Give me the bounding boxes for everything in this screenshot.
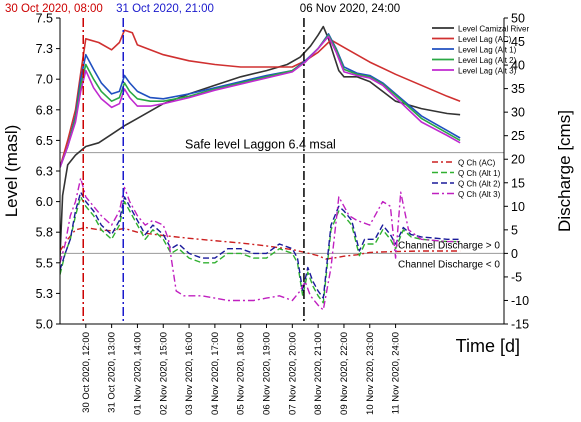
reference-lines-layer (60, 152, 504, 254)
series-line-2 (60, 33, 461, 168)
right-tick-label-10: 35 (511, 82, 525, 96)
legend-discharge-label-3: Q Ch (Alt 3) (458, 190, 501, 199)
right-tick-label-4: 5 (511, 223, 518, 237)
x-tick-label-7: 06 Nov 2020, 19:00 (262, 332, 273, 415)
x-axis-title: Time [d] (456, 336, 520, 356)
x-tick-label-5: 04 Nov 2020, 17:00 (210, 332, 221, 415)
right-tick-label-13: 50 (511, 12, 525, 26)
left-tick-label-9: 7.3 (36, 42, 53, 56)
series-line-0 (60, 25, 461, 257)
x-tick-label-12: 11 Nov 2020, 24:00 (391, 332, 402, 414)
legend-level-label-2: Level Lag (Alt 1) (458, 45, 517, 54)
safe-level-label: Safe level Laggon 6.4 msal (185, 138, 336, 152)
legend-level-label-3: Level Lag (Alt 2) (458, 56, 517, 65)
legend-discharge-label-1: Q Ch (Alt 1) (458, 169, 501, 178)
legend-discharge-label-2: Q Ch (Alt 2) (458, 179, 501, 188)
right-tick-label-3: 0 (511, 247, 518, 261)
right-tick-label-8: 25 (511, 129, 525, 143)
right-tick-label-0: -15 (511, 318, 529, 332)
right-tick-label-2: -5 (511, 270, 522, 284)
right-tick-label-5: 10 (511, 200, 525, 214)
discharge-positive-label: Channel Discharge > 0 (398, 240, 500, 251)
left-tick-label-6: 6.5 (36, 134, 53, 148)
series-line-5 (60, 226, 461, 260)
x-tick-label-3: 02 Nov 2020, 15:00 (158, 332, 169, 415)
right-tick-label-9: 30 (511, 106, 525, 120)
series-line-4 (60, 35, 461, 168)
series-layer (60, 25, 461, 311)
marker-label-1: 31 Oct 2020, 21:00 (116, 3, 214, 15)
left-axis-title: Level (masl) (2, 125, 21, 218)
marker-label-2: 06 Nov 2020, 24:00 (300, 3, 400, 15)
left-tick-label-2: 5.5 (36, 256, 53, 270)
left-tick-label-8: 7.0 (36, 73, 53, 87)
x-tick-label-2: 01 Nov 2020, 14:00 (132, 332, 143, 415)
x-tick-label-8: 07 Nov 2020, 20:00 (287, 332, 298, 415)
legend-level-label-4: Level Lag (Alt 3) (458, 66, 517, 75)
series-line-7 (60, 191, 461, 299)
series-line-3 (60, 34, 461, 168)
discharge-negative-label: Channel Discharge < 0 (398, 259, 500, 270)
x-tick-label-11: 10 Nov 2020, 23:00 (365, 332, 376, 415)
x-tick-label-1: 31 Oct 2020, 13:00 (107, 332, 118, 413)
x-tick-label-4: 03 Nov 2020, 16:00 (184, 332, 195, 415)
right-axis-title: Discharge [cms] (555, 110, 574, 232)
x-tick-label-0: 30 Oct 2020, 12:00 (81, 332, 92, 413)
axes-layer (56, 17, 508, 328)
left-tick-label-5: 6.3 (36, 165, 53, 179)
right-tick-label-12: 45 (511, 35, 525, 49)
right-tick-label-11: 40 (511, 59, 525, 73)
legend-discharge-label-0: Q Ch (AC) (458, 158, 496, 167)
x-tick-label-6: 05 Nov 2020, 18:00 (236, 332, 247, 415)
left-tick-label-7: 6.8 (36, 103, 53, 117)
text-layer: Safe level Laggon 6.4 msal Channel Discha… (2, 3, 574, 415)
right-tick-label-1: -10 (511, 294, 529, 308)
left-tick-label-0: 5.0 (36, 318, 53, 332)
series-line-6 (60, 196, 461, 304)
left-tick-label-4: 6.0 (36, 195, 53, 209)
series-line-8 (60, 177, 461, 311)
marker-lines-layer (82, 18, 305, 324)
legend-level-label-0: Level Camizal River (458, 24, 529, 33)
x-tick-label-9: 08 Nov 2020, 21:00 (313, 332, 324, 415)
marker-label-0: 30 Oct 2020, 08:00 (5, 3, 103, 15)
series-line-1 (60, 29, 461, 168)
right-tick-label-7: 20 (511, 153, 525, 167)
x-tick-label-10: 09 Nov 2020, 22:00 (339, 332, 350, 415)
right-tick-label-6: 15 (511, 176, 525, 190)
legend-level-label-1: Level Lag (AC) (458, 35, 512, 44)
left-tick-label-3: 5.8 (36, 226, 53, 240)
left-tick-label-1: 5.3 (36, 287, 53, 301)
left-tick-label-10: 7.5 (36, 12, 53, 26)
